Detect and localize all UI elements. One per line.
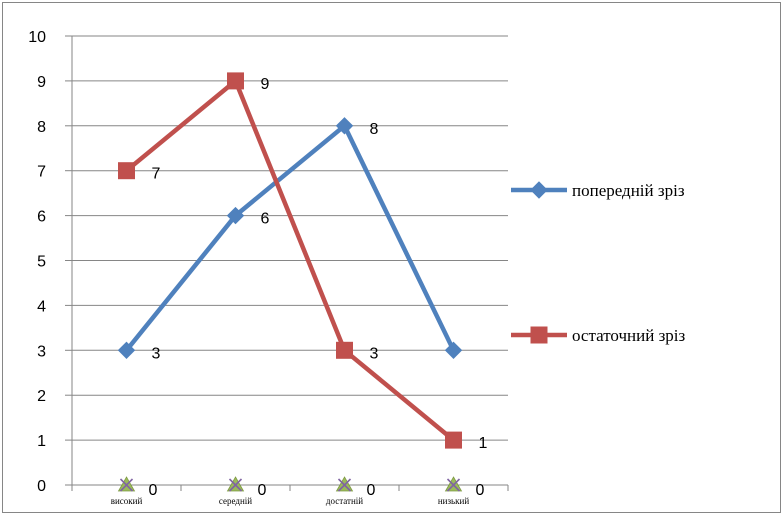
x-marker-stroke bbox=[337, 478, 352, 492]
y-tick-label: 1 bbox=[37, 433, 46, 450]
data-label: 3 bbox=[370, 345, 379, 362]
y-tick-label: 8 bbox=[37, 119, 46, 136]
y-tick-label: 2 bbox=[37, 388, 46, 405]
data-label: 0 bbox=[149, 482, 158, 499]
data-label: 7 bbox=[152, 166, 161, 183]
data-label: 6 bbox=[261, 211, 270, 228]
diamond-marker bbox=[117, 341, 136, 360]
diamond-marker bbox=[226, 206, 245, 225]
series-line-0 bbox=[124, 123, 456, 352]
y-tick-label: 6 bbox=[37, 209, 46, 226]
legend-label-1: остаточний зріз bbox=[572, 326, 686, 345]
y-tick-label: 9 bbox=[37, 74, 46, 91]
x-tick-label: високий bbox=[111, 496, 143, 506]
series-line-1 bbox=[125, 78, 455, 442]
y-tick-label: 3 bbox=[37, 343, 46, 360]
x-marker-stroke bbox=[446, 478, 461, 492]
y-tick-label: 5 bbox=[37, 254, 46, 271]
x-marker-stroke bbox=[228, 478, 243, 492]
y-tick-label: 10 bbox=[28, 29, 46, 46]
square-marker bbox=[445, 431, 462, 449]
diamond-marker bbox=[530, 181, 548, 199]
data-label: 9 bbox=[261, 76, 270, 93]
square-marker bbox=[336, 341, 353, 359]
diamond-marker bbox=[444, 341, 463, 360]
data-label: 3 bbox=[152, 345, 161, 362]
legend: попередній зріз остаточний зріз bbox=[511, 181, 686, 345]
y-tick-label: 0 bbox=[37, 478, 46, 495]
diamond-marker bbox=[335, 117, 354, 135]
square-marker bbox=[227, 72, 244, 90]
data-label: 0 bbox=[476, 482, 485, 499]
data-label: 0 bbox=[367, 482, 376, 499]
x-tick-label: достатній bbox=[326, 496, 363, 506]
data-label: 1 bbox=[479, 435, 488, 452]
x-tick-label: низький bbox=[438, 496, 469, 506]
data-label: 0 bbox=[258, 482, 267, 499]
legend-label-0: попередній зріз bbox=[572, 181, 685, 200]
labels: 3 6 8 7 9 3 1 0 0 0 0 bbox=[149, 76, 488, 499]
data-label: 8 bbox=[370, 121, 379, 138]
y-tick-label: 4 bbox=[37, 298, 46, 315]
x-tick-label: середній bbox=[219, 496, 252, 506]
series bbox=[117, 72, 463, 492]
y-tick-label: 7 bbox=[37, 164, 46, 181]
square-marker bbox=[118, 162, 135, 180]
x-marker-stroke bbox=[119, 478, 134, 492]
square-marker bbox=[530, 326, 548, 344]
